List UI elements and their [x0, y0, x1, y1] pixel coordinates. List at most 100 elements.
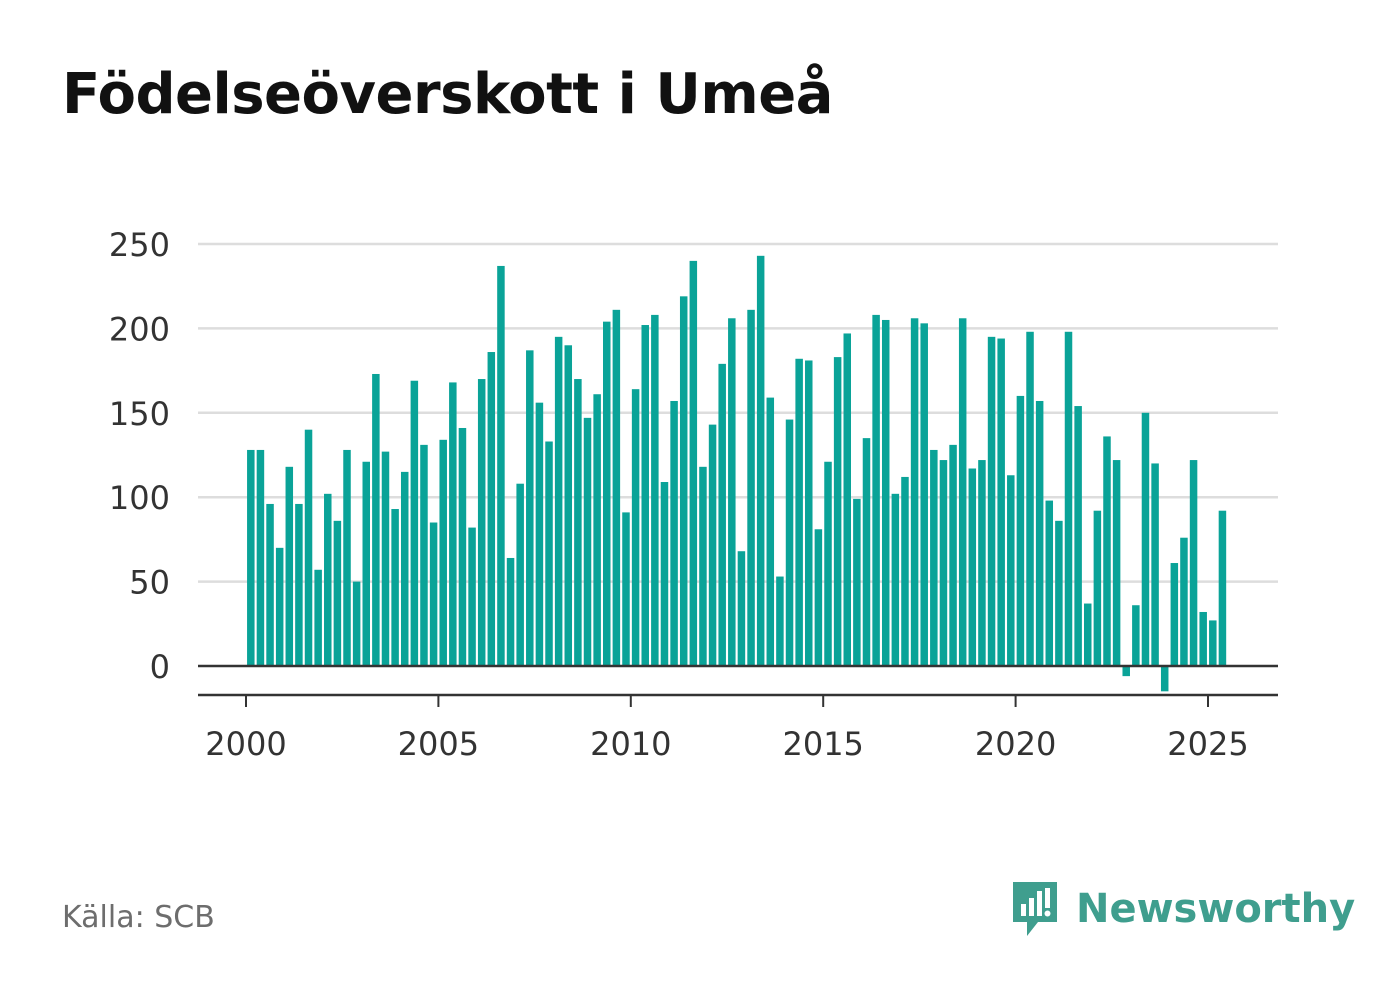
bar [881, 319, 890, 666]
bar [708, 424, 717, 666]
bar [1045, 500, 1054, 666]
bar [1084, 603, 1092, 666]
bar [343, 449, 351, 666]
bar [468, 527, 476, 666]
bar [1180, 537, 1188, 666]
bar [449, 382, 457, 666]
bar [247, 449, 255, 666]
bar [285, 466, 294, 666]
bar [275, 547, 284, 666]
bar [256, 449, 265, 666]
bar [333, 520, 342, 666]
bar [949, 444, 957, 666]
axes [198, 664, 1278, 697]
bar [891, 493, 900, 666]
bar [352, 581, 361, 666]
bar [660, 482, 669, 666]
bar [516, 483, 524, 666]
bar [699, 466, 707, 666]
bar [987, 336, 996, 666]
bar [314, 569, 322, 666]
bar [747, 309, 755, 666]
brand-logo: Newsworthy [1010, 878, 1355, 940]
x-tick-label: 2025 [1167, 725, 1248, 763]
bar [631, 389, 640, 666]
bar [1170, 563, 1179, 666]
newsworthy-logo-icon [1013, 882, 1057, 936]
x-tick-label: 2000 [205, 725, 286, 763]
bar [400, 471, 409, 666]
bar [651, 314, 659, 666]
bar [795, 358, 803, 666]
bar [1103, 436, 1111, 666]
bar [1055, 520, 1063, 666]
source-note: Källa: SCB [62, 900, 215, 935]
bar [670, 400, 678, 666]
bar [420, 444, 428, 666]
x-tick-label: 2020 [975, 725, 1056, 763]
bar-chart: 0 50 100 150 200 250 2000 2005 2010 2015 2020 2025 [109, 226, 1278, 763]
bar [968, 468, 977, 666]
bar [901, 476, 909, 666]
bar [833, 357, 842, 666]
bar [1199, 611, 1207, 666]
bar [1074, 406, 1082, 666]
bar [535, 402, 544, 666]
bar [410, 380, 419, 666]
bar [641, 325, 649, 666]
bar [603, 321, 611, 666]
bar [939, 460, 948, 666]
bar [756, 255, 765, 666]
bar [1160, 666, 1169, 692]
bar [612, 309, 621, 666]
x-tick-label: 2010 [590, 725, 671, 763]
x-axis-ticks: 2000 2005 2010 2015 2020 2025 [205, 695, 1249, 763]
bar [593, 394, 601, 666]
bar [718, 363, 726, 666]
bar [1093, 510, 1102, 666]
x-tick-label: 2005 [398, 725, 479, 763]
bar [1016, 395, 1025, 666]
y-tick-label: 0 [150, 648, 170, 686]
bar [910, 318, 919, 666]
bar [930, 449, 938, 666]
bar [429, 522, 438, 666]
bar [1132, 605, 1140, 666]
bar [843, 333, 851, 666]
y-axis-ticks: 0 50 100 150 200 250 [109, 226, 170, 686]
bar [362, 461, 370, 666]
bar [1026, 331, 1034, 666]
bar [554, 336, 563, 666]
bar [728, 318, 736, 666]
bar [545, 441, 553, 666]
x-tick-label: 2015 [782, 725, 863, 763]
bar [737, 551, 746, 666]
y-tick-label: 100 [109, 479, 170, 517]
bar [766, 397, 775, 666]
bar [853, 498, 861, 666]
bars [247, 255, 1227, 692]
bar [574, 379, 582, 666]
bar [814, 529, 823, 666]
bar [689, 260, 698, 666]
bar [1189, 460, 1198, 666]
bar [872, 314, 880, 666]
bar [776, 576, 784, 666]
bar [439, 439, 447, 666]
y-tick-label: 200 [109, 310, 170, 348]
bar [324, 493, 332, 666]
bar [1141, 412, 1150, 666]
bar [679, 296, 688, 666]
bar [978, 460, 986, 666]
bar [824, 461, 832, 666]
bar [526, 350, 534, 666]
bar [391, 509, 399, 666]
bar [266, 503, 274, 666]
bar [381, 451, 390, 666]
bar [564, 345, 573, 666]
bar [497, 265, 505, 666]
bar [997, 338, 1005, 666]
bar [1151, 463, 1159, 666]
bar [862, 438, 871, 666]
bar [506, 557, 515, 666]
